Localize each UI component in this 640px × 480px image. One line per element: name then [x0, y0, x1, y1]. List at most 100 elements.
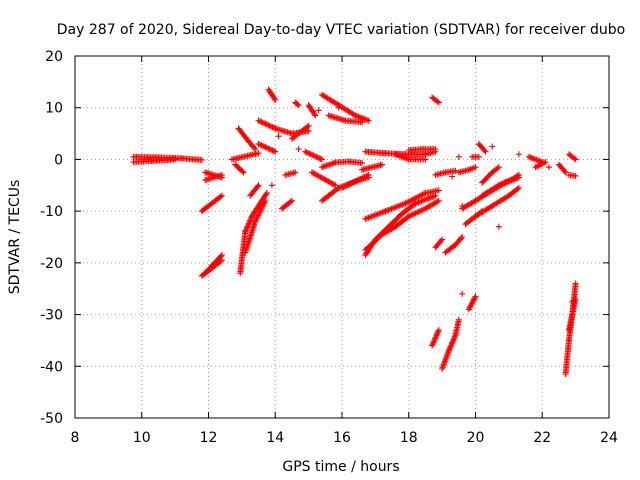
y-tick-label: -40 — [40, 359, 63, 375]
data-point — [411, 210, 418, 217]
y-tick-label: -10 — [40, 204, 63, 220]
data-point — [348, 180, 355, 187]
data-point — [340, 184, 347, 191]
data-point — [541, 159, 548, 166]
data-point — [317, 155, 324, 162]
data-point — [262, 120, 269, 127]
data-point — [358, 175, 365, 182]
data-point — [432, 146, 439, 153]
data-point — [572, 280, 579, 287]
data-point — [255, 117, 262, 124]
data-point — [259, 119, 266, 126]
data-point — [269, 147, 276, 154]
data-point — [405, 213, 412, 220]
data-point — [452, 167, 459, 174]
data-point — [263, 190, 270, 197]
data-point — [445, 347, 452, 354]
data-point — [265, 145, 272, 152]
y-axis-label: SDTVAR / TECUs — [7, 180, 23, 295]
data-point — [451, 335, 458, 342]
data-point — [475, 153, 482, 160]
data-point — [248, 214, 255, 221]
data-point — [332, 182, 339, 189]
data-point — [217, 193, 224, 200]
data-point — [425, 195, 432, 202]
data-point — [361, 173, 368, 180]
x-tick-label: 12 — [200, 430, 218, 446]
data-point — [429, 341, 436, 348]
data-point — [330, 181, 337, 188]
data-point — [239, 168, 246, 175]
data-point — [431, 336, 438, 343]
data-point — [311, 111, 318, 118]
data-point — [414, 209, 421, 216]
data-point — [270, 124, 277, 131]
data-point — [514, 185, 521, 192]
data-point — [508, 176, 515, 183]
data-point — [561, 168, 568, 175]
data-point — [515, 171, 522, 178]
data-points-layer — [130, 86, 579, 378]
data-point — [359, 119, 366, 126]
data-point — [562, 169, 569, 176]
data-point — [498, 180, 505, 187]
data-point — [265, 122, 272, 129]
x-tick-label: 8 — [71, 430, 80, 446]
data-point — [502, 179, 509, 186]
data-point — [266, 122, 273, 129]
data-point — [459, 290, 466, 297]
data-point — [501, 179, 508, 186]
data-point — [430, 338, 437, 345]
data-point — [256, 141, 263, 148]
data-point — [459, 234, 466, 240]
data-point — [500, 180, 507, 187]
data-point — [305, 122, 312, 129]
data-point — [343, 182, 350, 189]
data-point — [355, 176, 362, 183]
data-point — [261, 120, 268, 127]
data-point — [435, 197, 442, 204]
data-point — [449, 339, 456, 346]
data-point — [266, 146, 273, 153]
data-point — [350, 111, 357, 118]
data-point — [449, 173, 456, 180]
data-point — [506, 177, 513, 184]
data-point — [262, 197, 269, 204]
data-point — [325, 192, 332, 199]
data-point — [515, 184, 522, 191]
data-point — [244, 223, 251, 230]
chart-title: Day 287 of 2020, Sidereal Day-to-day VTE… — [57, 22, 625, 38]
data-point — [357, 176, 364, 183]
x-tick-label: 14 — [266, 430, 284, 446]
data-point — [251, 144, 258, 151]
y-tick-label: 10 — [45, 101, 63, 117]
data-point — [481, 147, 488, 154]
data-point — [312, 153, 319, 160]
data-point — [218, 192, 225, 199]
data-point — [255, 140, 262, 147]
data-point — [422, 156, 429, 163]
data-point — [295, 102, 302, 109]
data-point — [416, 208, 423, 215]
data-point — [346, 181, 353, 188]
data-point — [247, 216, 254, 223]
y-tick-label: -50 — [40, 411, 63, 427]
data-point — [435, 99, 442, 106]
data-point — [305, 149, 312, 156]
data-point — [335, 104, 342, 111]
data-point — [218, 171, 225, 178]
x-axis-label: GPS time / hours — [282, 459, 399, 475]
data-point — [495, 223, 502, 230]
data-point — [310, 152, 317, 159]
data-point — [497, 181, 504, 188]
data-point — [302, 148, 309, 155]
data-point — [359, 160, 366, 167]
data-point — [292, 169, 299, 176]
data-point — [572, 156, 579, 163]
data-point — [407, 212, 414, 219]
y-tick-labels: -50 -40 -30 -20 -10 0 10 20 — [40, 49, 63, 427]
data-point — [433, 331, 440, 338]
x-tick-label: 20 — [467, 430, 485, 446]
data-point — [504, 178, 511, 185]
